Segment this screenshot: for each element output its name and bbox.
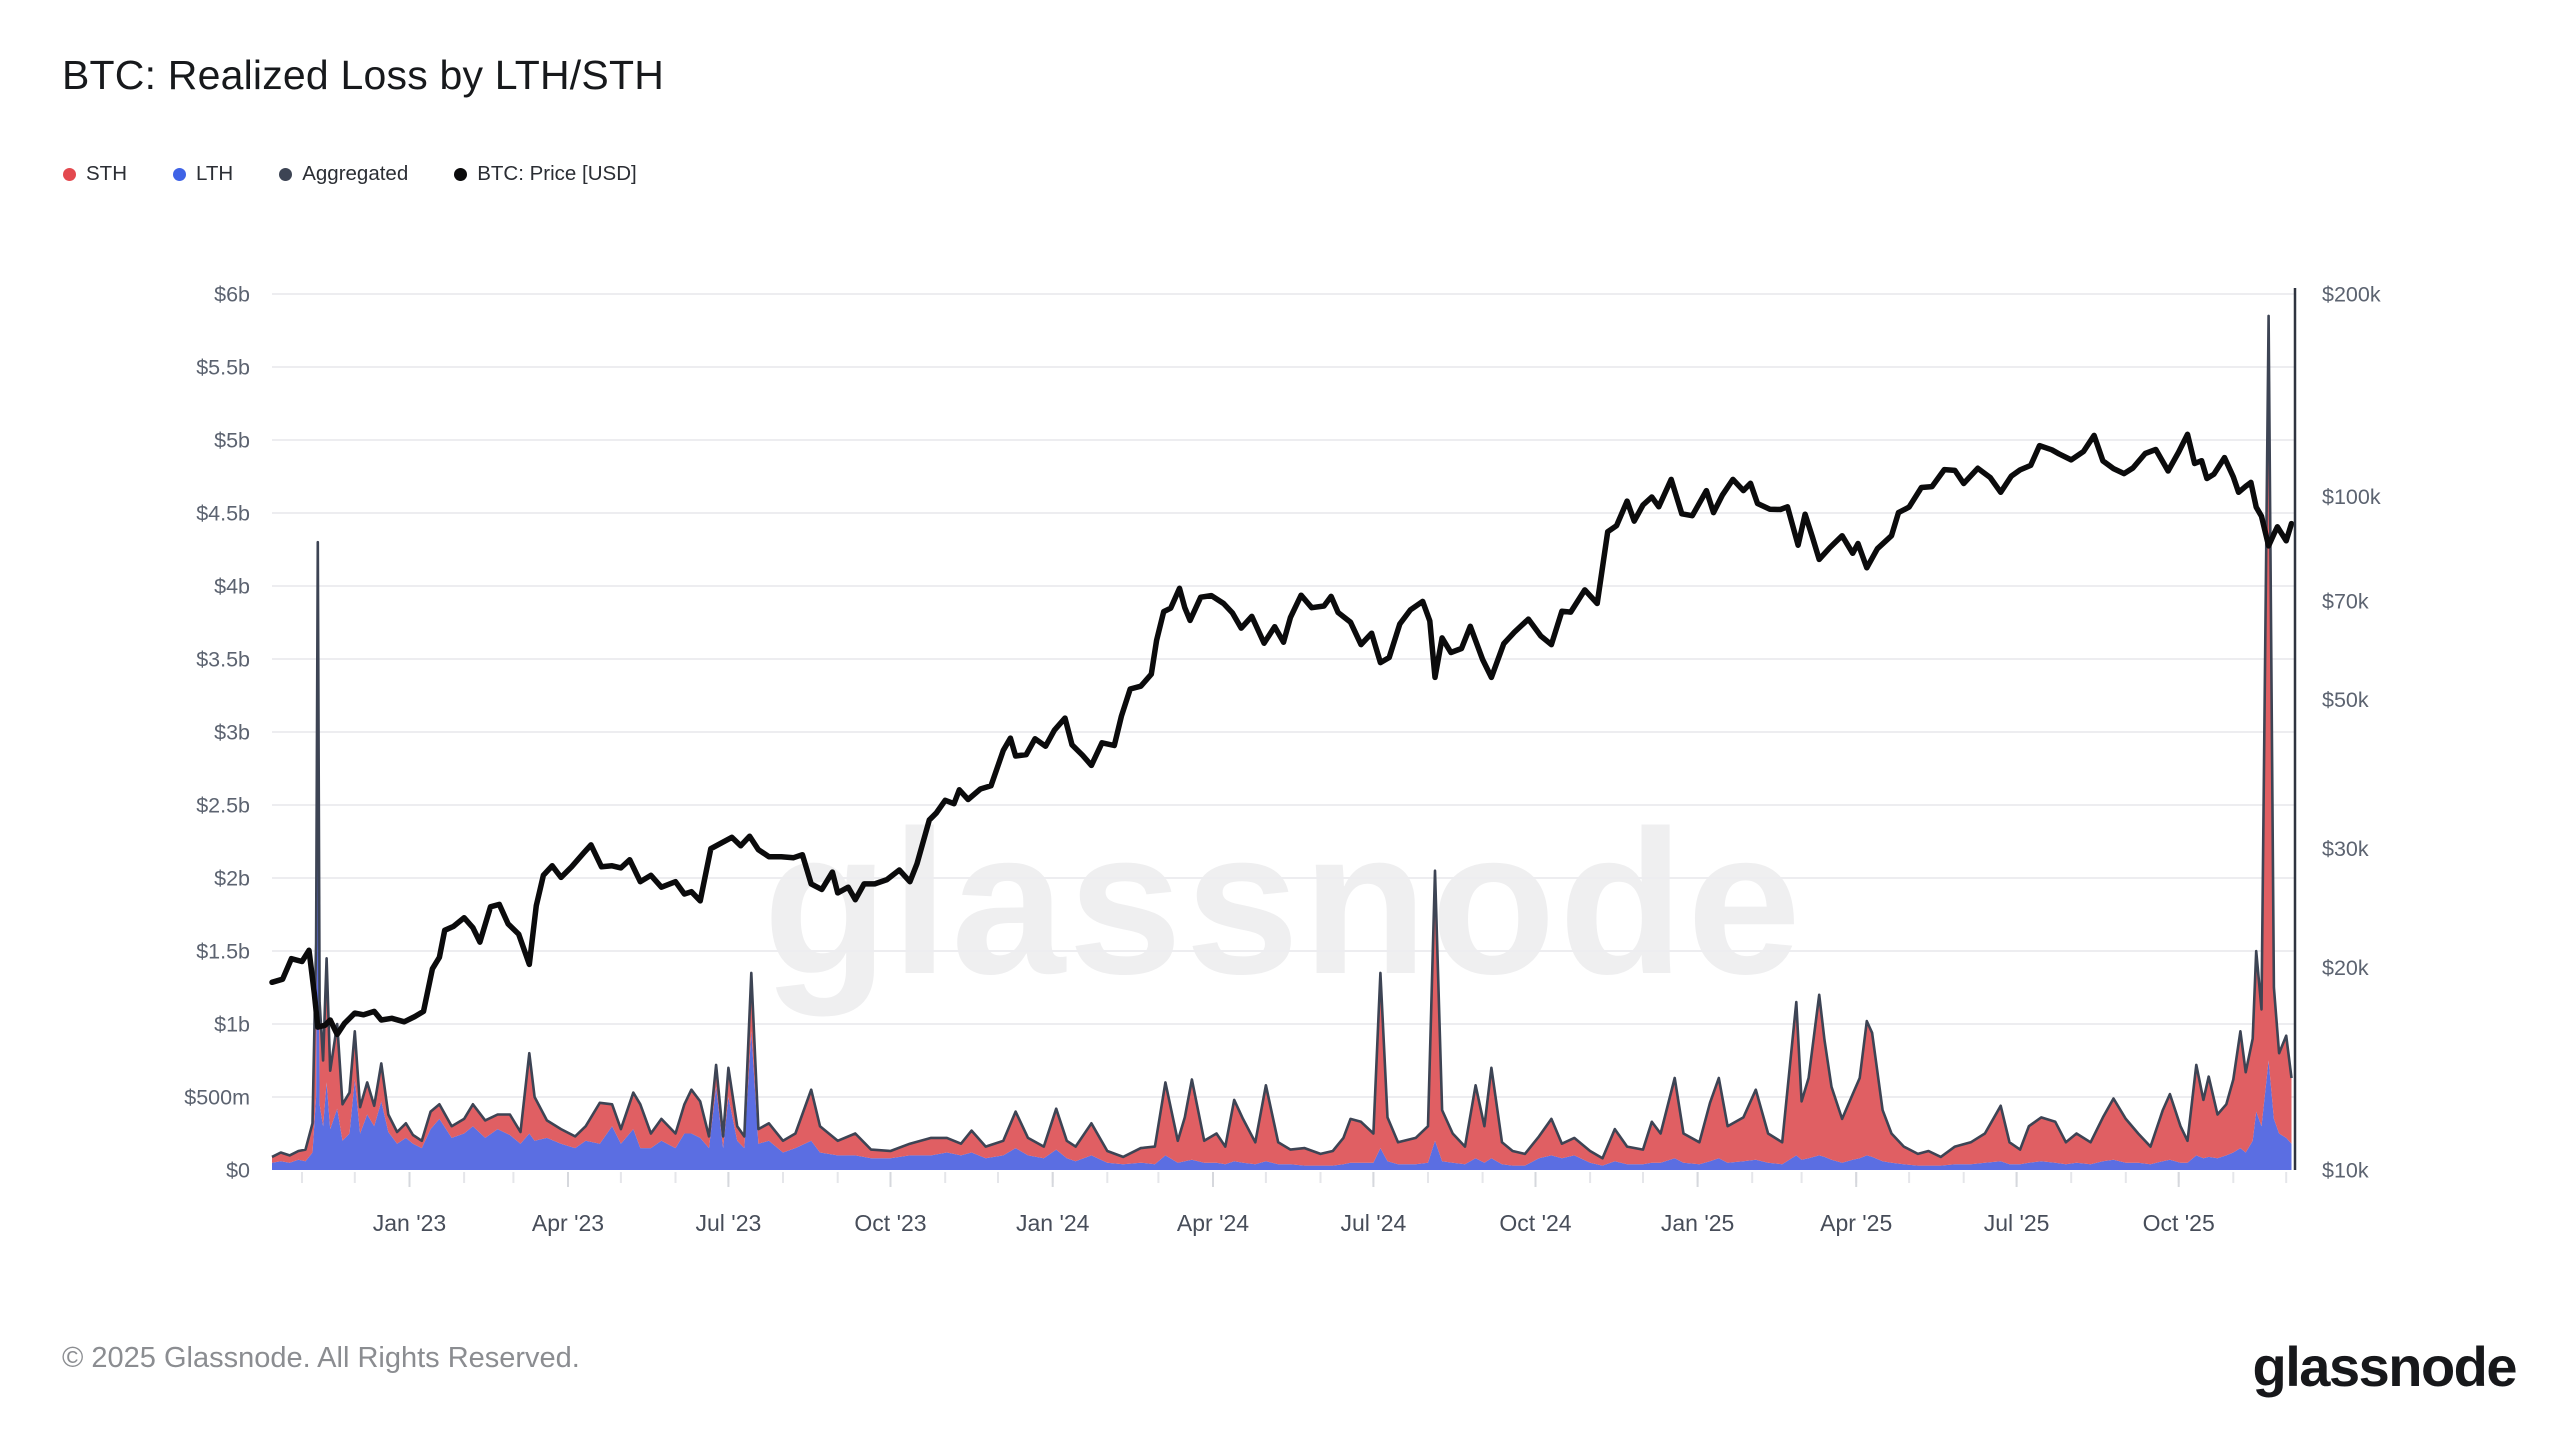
left-axis-tick-label: $2.5b bbox=[196, 794, 250, 818]
x-axis-tick-label: Jan '25 bbox=[1661, 1210, 1734, 1236]
x-axis-tick-label: Jul '25 bbox=[1984, 1210, 2050, 1236]
legend-dot-icon bbox=[63, 167, 76, 181]
x-axis-tick-label: Oct '23 bbox=[854, 1210, 926, 1236]
left-axis-tick-label: $3b bbox=[214, 721, 250, 745]
legend-item-sth[interactable]: STH bbox=[63, 162, 127, 186]
legend-label: STH bbox=[86, 162, 127, 185]
left-axis-tick-label: $5b bbox=[214, 429, 250, 453]
sth-area[interactable] bbox=[272, 315, 2292, 1166]
left-axis-tick-label: $3.5b bbox=[196, 648, 250, 672]
legend-item-aggregated[interactable]: Aggregated bbox=[279, 162, 408, 186]
legend-label: BTC: Price [USD] bbox=[477, 162, 637, 185]
right-axis-tick-label: $30k bbox=[2322, 837, 2369, 861]
x-axis-tick-label: Jul '23 bbox=[696, 1210, 762, 1236]
legend-label: Aggregated bbox=[302, 162, 409, 185]
legend-item-lth[interactable]: LTH bbox=[173, 162, 233, 186]
btc-price-line[interactable] bbox=[269, 431, 2295, 1038]
right-axis-tick-label: $20k bbox=[2322, 956, 2369, 980]
x-axis-tick-label: Apr '23 bbox=[532, 1210, 604, 1236]
x-axis-tick-label: Oct '25 bbox=[2143, 1210, 2215, 1236]
right-axis-tick-label: $200k bbox=[2322, 283, 2381, 307]
legend: STH LTH Aggregated BTC: Price [USD] bbox=[63, 162, 637, 186]
lth-area[interactable] bbox=[272, 717, 2292, 1170]
aggregated-line[interactable] bbox=[271, 314, 2293, 1160]
right-axis-tick-label: $10k bbox=[2322, 1159, 2369, 1183]
legend-dot-icon bbox=[279, 167, 293, 181]
right-axis-tick-label: $50k bbox=[2322, 688, 2369, 712]
left-axis-tick-label: $0 bbox=[226, 1159, 250, 1183]
page-title: BTC: Realized Loss by LTH/STH bbox=[62, 52, 665, 98]
left-axis-tick-label: $2b bbox=[214, 867, 250, 891]
copyright-text: © 2025 Glassnode. All Rights Reserved. bbox=[62, 1342, 580, 1374]
left-axis-tick-label: $1.5b bbox=[196, 940, 250, 964]
right-axis-tick-label: $100k bbox=[2322, 485, 2381, 509]
left-axis-tick-label: $4.5b bbox=[196, 502, 250, 526]
legend-dot-icon bbox=[173, 167, 186, 181]
glassnode-logo: glassnode bbox=[2252, 1335, 2518, 1398]
left-axis-tick-label: $1b bbox=[214, 1013, 250, 1037]
x-axis-tick-label: Apr '24 bbox=[1177, 1210, 1249, 1236]
x-axis-tick-label: Oct '24 bbox=[1499, 1210, 1571, 1236]
x-axis-tick-label: Jan '23 bbox=[373, 1210, 446, 1236]
left-axis-tick-label: $5.5b bbox=[196, 356, 250, 380]
left-axis-tick-label: $4b bbox=[214, 575, 250, 599]
legend-label: LTH bbox=[196, 162, 234, 185]
x-axis-tick-label: Jan '24 bbox=[1016, 1210, 1090, 1236]
right-axis-tick-label: $70k bbox=[2322, 590, 2369, 614]
legend-item-btc-price-usd[interactable]: BTC: Price [USD] bbox=[454, 162, 637, 186]
left-axis-tick-label: $500m bbox=[184, 1086, 250, 1110]
x-axis-tick-label: Apr '25 bbox=[1820, 1210, 1892, 1236]
x-axis-tick-label: Jul '24 bbox=[1341, 1210, 1407, 1236]
left-axis-tick-label: $6b bbox=[214, 283, 250, 307]
legend-dot-icon bbox=[454, 167, 468, 181]
